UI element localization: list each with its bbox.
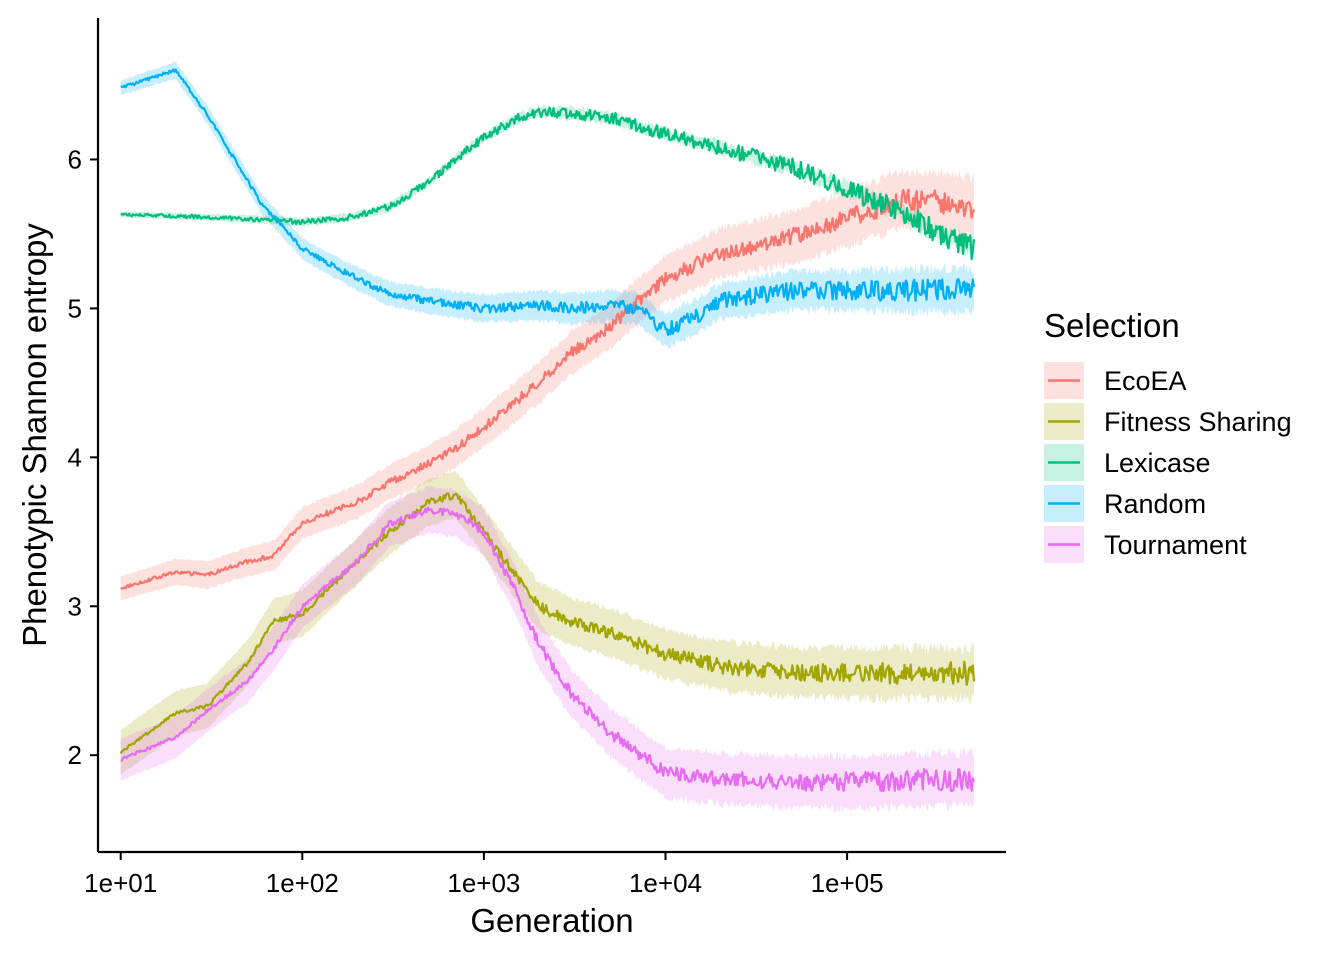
legend-item: EcoEA: [1044, 362, 1187, 399]
x-tick-label: 1e+04: [629, 868, 702, 898]
legend-label: EcoEA: [1104, 366, 1187, 396]
x-tick-label: 1e+05: [811, 868, 884, 898]
line-tournament: [120, 506, 976, 792]
legend-item: Tournament: [1044, 526, 1247, 563]
band-tournament: [120, 485, 974, 813]
legend-item: Lexicase: [1044, 444, 1211, 481]
confidence-bands: [120, 61, 974, 813]
y-tick-label: 3: [68, 591, 82, 621]
legend-item: Fitness Sharing: [1044, 403, 1292, 440]
x-tick-label: 1e+02: [266, 868, 339, 898]
line-lexicase: [120, 106, 976, 261]
y-tick-label: 5: [68, 293, 82, 323]
y-ticks: 2 3 4 5 6: [68, 144, 98, 770]
x-tick-label: 1e+03: [447, 868, 520, 898]
line-fitness-sharing: [119, 492, 976, 754]
y-tick-label: 6: [68, 144, 82, 174]
band-fitness-sharing: [120, 469, 974, 775]
line-ecoea: [120, 188, 976, 590]
band-random: [120, 61, 974, 349]
legend-title: Selection: [1044, 307, 1180, 344]
x-ticks: 1e+01 1e+02 1e+03 1e+04 1e+05: [84, 852, 884, 898]
line-random: [120, 68, 976, 336]
legend-label: Random: [1104, 489, 1206, 519]
y-tick-label: 2: [68, 740, 82, 770]
x-axis-title: Generation: [470, 902, 633, 939]
series-lines: [119, 68, 976, 792]
band-ecoea: [120, 167, 974, 601]
y-tick-label: 4: [68, 442, 82, 472]
legend-label: Lexicase: [1104, 448, 1211, 478]
legend: Selection EcoEA Fitness Sharing Lexicase Ra…: [1044, 307, 1292, 563]
legend-label: Tournament: [1104, 530, 1247, 560]
legend-item: Random: [1044, 485, 1206, 522]
y-axis-title: Phenotypic Shannon entropy: [16, 223, 53, 647]
legend-items: EcoEA Fitness Sharing Lexicase Random Tourna…: [1044, 362, 1292, 563]
x-tick-label: 1e+01: [84, 868, 157, 898]
legend-label: Fitness Sharing: [1104, 407, 1292, 437]
axes: 1e+01 1e+02 1e+03 1e+04 1e+05 2 3 4 5 6: [68, 18, 1006, 898]
